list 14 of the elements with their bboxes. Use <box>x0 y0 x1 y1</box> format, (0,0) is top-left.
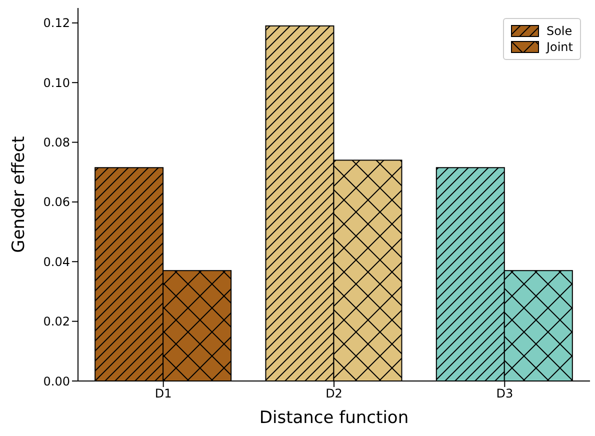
x-axis-title: Distance function <box>259 408 409 428</box>
y-tick-label: 0.08 <box>43 136 70 150</box>
x-tick-label: D1 <box>154 386 172 401</box>
y-tick-label: 0.02 <box>43 314 70 329</box>
y-tick-label: 0.06 <box>43 195 70 210</box>
y-axis-title: Gender effect <box>9 136 30 253</box>
y-tick-label: 0.00 <box>43 374 70 388</box>
y-tick-label: 0.12 <box>43 16 70 30</box>
legend-label: Sole <box>546 24 572 38</box>
y-tick-label: 0.04 <box>43 254 70 269</box>
legend-label: Joint <box>546 40 573 54</box>
x-tick-label: D3 <box>496 386 514 401</box>
y-tick-label: 0.10 <box>43 76 70 90</box>
x-tick-label: D2 <box>326 386 342 401</box>
